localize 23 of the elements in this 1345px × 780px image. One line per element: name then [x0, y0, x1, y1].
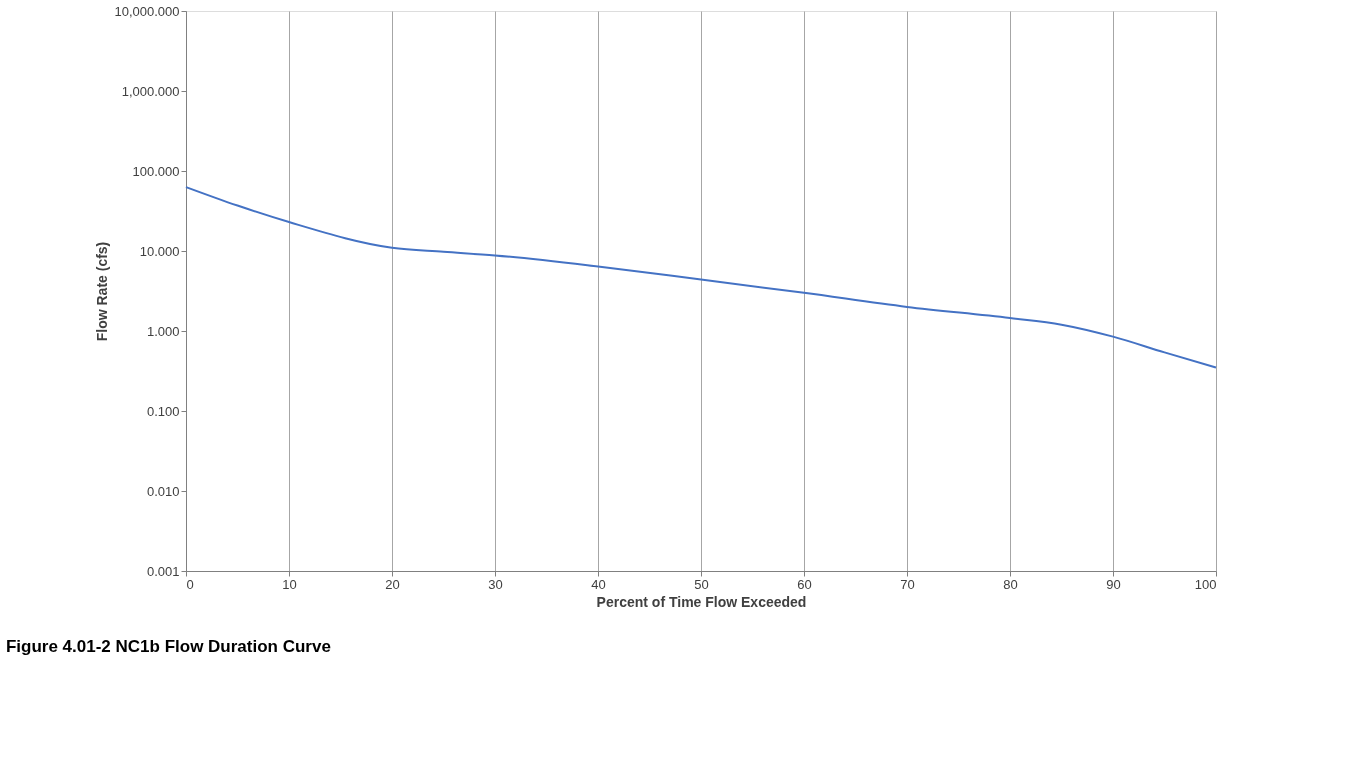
y-tick-label: 0.001: [146, 563, 180, 579]
y-tick-label: 1.000: [146, 323, 180, 339]
x-tick-label: 60: [797, 576, 812, 592]
line-series: [185, 186, 1217, 369]
x-tick-label: 90: [1106, 576, 1121, 592]
x-tick-label: 10: [282, 576, 297, 592]
y-tick-label: 0.010: [146, 483, 180, 499]
x-tick-label: 50: [694, 576, 709, 592]
y-tick-label: 10.000: [139, 243, 180, 259]
x-tick-label: 70: [900, 576, 915, 592]
x-axis-title: Percent of Time Flow Exceeded: [596, 593, 807, 610]
x-tick-label: 80: [1003, 576, 1018, 592]
x-tick-label: 20: [385, 576, 400, 592]
x-tick-label: 0: [186, 576, 194, 592]
x-tick-label: 100: [1194, 576, 1217, 592]
x-tick-label: 40: [591, 576, 606, 592]
y-tick-label: 10,000.000: [114, 3, 180, 19]
x-tick-label: 30: [488, 576, 503, 592]
caption: Figure 4.01-2 NC1b Flow Duration Curve: [5, 637, 331, 656]
y-axis-title: Flow Rate (cfs): [94, 241, 111, 342]
y-tick-label: 100.000: [132, 163, 180, 179]
y-tick-label: 1,000.000: [121, 83, 180, 99]
y-tick-label: 0.100: [146, 403, 180, 419]
